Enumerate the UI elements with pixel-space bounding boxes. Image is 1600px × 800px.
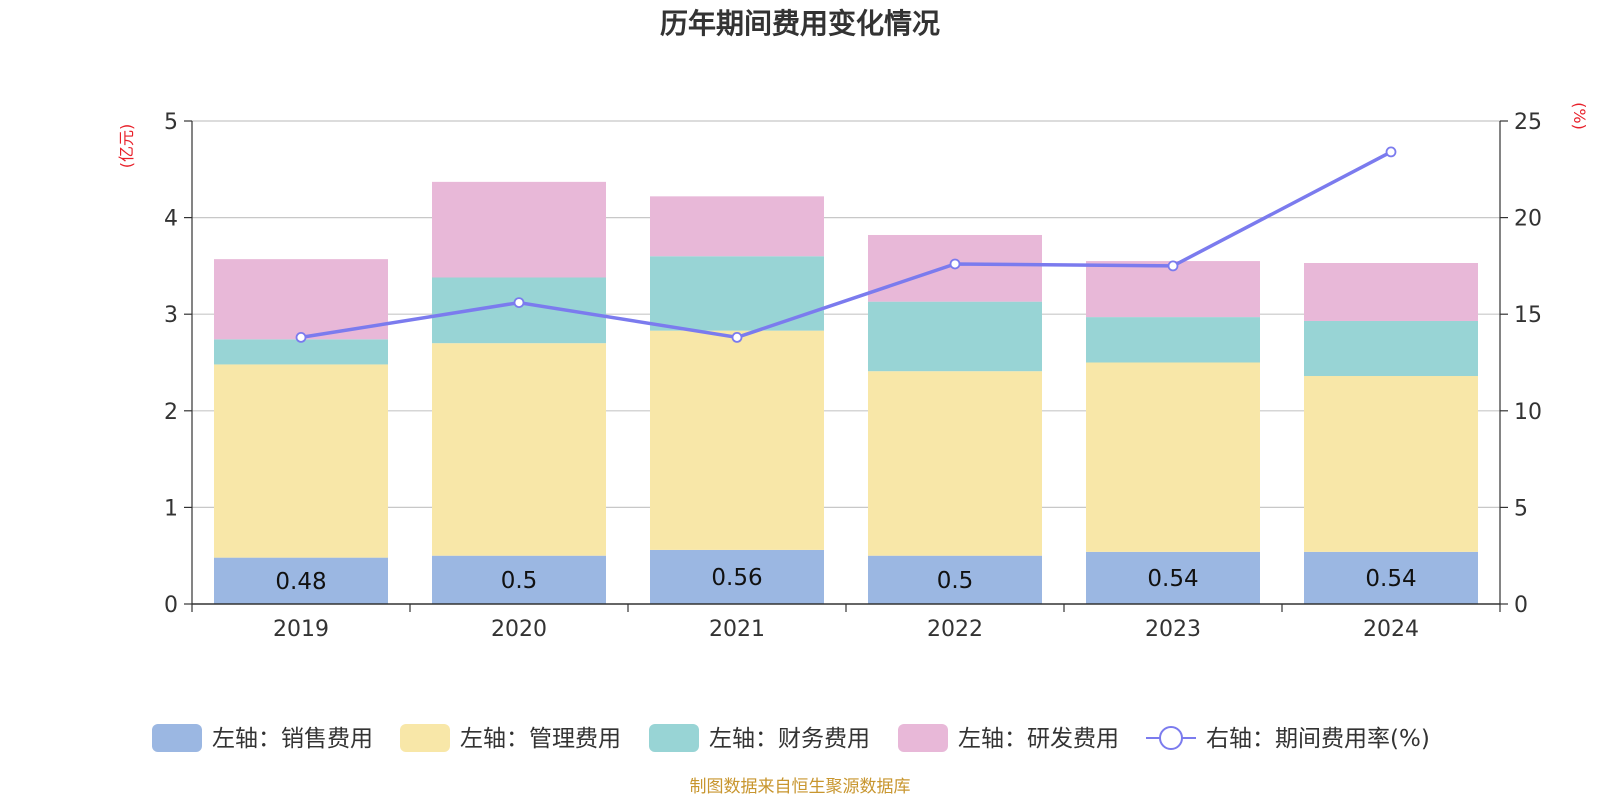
bar-segment: [1086, 362, 1260, 552]
right-axis-tick-label: 0: [1514, 593, 1528, 618]
bar-segment: [214, 364, 388, 558]
bar-segment: [1304, 320, 1478, 377]
left-axis-tick-label: 4: [164, 207, 178, 232]
bar-segment: [650, 196, 824, 257]
x-axis-tick-label: 2020: [491, 617, 547, 642]
left-axis-tick-label: 1: [164, 496, 178, 521]
bar-segment: [1304, 263, 1478, 321]
bar-segment: [1086, 317, 1260, 363]
legend-swatch: [898, 724, 948, 752]
right-axis-unit: (%): [1570, 102, 1589, 130]
bar-segment: [650, 330, 824, 550]
left-axis-tick-label: 3: [164, 303, 178, 328]
line-series: [295, 146, 1397, 343]
line-point: [1167, 260, 1179, 272]
legend-swatch: [400, 724, 450, 752]
bar-segment: [214, 259, 388, 340]
bar-segment: [214, 557, 388, 604]
data-label: 0.54: [1147, 566, 1198, 592]
line-point: [1385, 146, 1397, 158]
legend-marker: [1159, 726, 1183, 750]
bar-segment: [432, 277, 606, 344]
left-axis-unit: (亿元): [117, 124, 136, 169]
line-point: [731, 331, 743, 343]
bar-segment: [868, 371, 1042, 556]
left-axis-tick-label: 0: [164, 593, 178, 618]
bar-segment: [650, 549, 824, 604]
legend: 左轴：销售费用 左轴：管理费用 左轴：财务费用 左轴：研发费用 右轴：期间费用率(%): [152, 724, 1430, 752]
data-label: 0.56: [711, 565, 762, 591]
right-axis-tick-label: 20: [1514, 207, 1542, 232]
legend-swatch: [649, 724, 699, 752]
legend-label: 左轴：研发费用: [958, 726, 1119, 752]
line-path: [300, 150, 1392, 340]
bar-segment: [432, 181, 606, 278]
legend-label: 左轴：财务费用: [709, 726, 870, 752]
legend-label: 右轴：期间费用率(%): [1206, 726, 1430, 752]
data-label: 0.54: [1365, 566, 1416, 592]
bar-segment: [1304, 376, 1478, 552]
legend-swatch: [152, 724, 202, 752]
bar-segment: [650, 256, 824, 331]
line-point: [513, 297, 525, 309]
right-axis-tick-label: 25: [1514, 110, 1542, 135]
x-axis-tick-label: 2023: [1145, 617, 1201, 642]
left-axis-tick-label: 5: [164, 110, 178, 135]
data-label: 0.48: [275, 569, 326, 595]
x-axis-tick-label: 2024: [1363, 617, 1419, 642]
bar-segment: [214, 339, 388, 365]
x-axis-tick-label: 2021: [709, 617, 765, 642]
gridlines: [192, 120, 1500, 508]
data-label: 0.5: [937, 568, 974, 594]
left-axis-tick-label: 2: [164, 400, 178, 425]
bar-segment: [432, 555, 606, 604]
x-axis-tick-label: 2019: [273, 617, 329, 642]
bar-segment: [432, 343, 606, 556]
x-axis-tick-label: 2022: [927, 617, 983, 642]
axes: 0 1 2 3 4 5 0 5 10 15 20 25 2019 2020 2021 2022 2023 2024: [164, 110, 1542, 642]
bar-segment: [868, 301, 1042, 372]
right-axis-tick-label: 5: [1514, 496, 1528, 521]
right-axis-tick-label: 10: [1514, 400, 1542, 425]
bars: 0.48 0.5 0.56 0.5 0.54 0.54: [214, 181, 1478, 604]
source-note: 制图数据来自恒生聚源数据库: [690, 777, 911, 797]
data-label: 0.5: [501, 568, 538, 594]
right-axis-tick-label: 15: [1514, 303, 1542, 328]
line-point: [295, 331, 307, 343]
legend-label: 左轴：销售费用: [212, 726, 373, 752]
chart-title: 历年期间费用变化情况: [660, 7, 940, 40]
bar-segment: [1086, 551, 1260, 604]
legend-label: 左轴：管理费用: [460, 726, 621, 752]
bar-segment: [868, 555, 1042, 604]
bar-segment: [1304, 551, 1478, 604]
line-point: [949, 258, 961, 270]
